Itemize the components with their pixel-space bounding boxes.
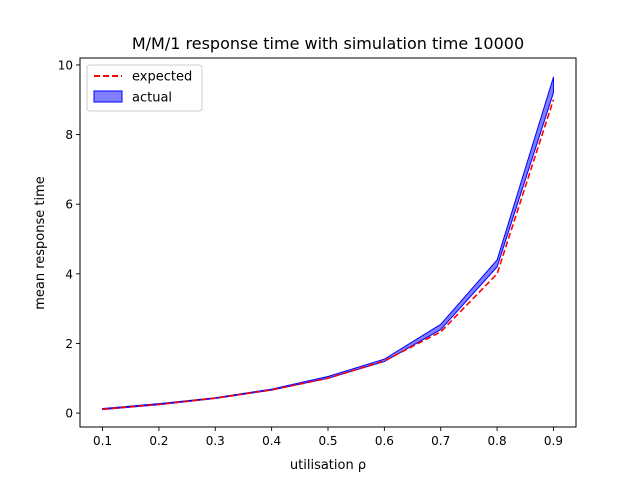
legend-actual-swatch	[93, 90, 123, 103]
y-tick-label: 2	[65, 337, 73, 351]
x-tick-label: 0.2	[149, 434, 168, 448]
y-tick-label: 6	[65, 198, 73, 212]
x-tick-label: 0.7	[431, 434, 450, 448]
x-axis-label: utilisation ρ	[290, 458, 366, 473]
x-axis-ticks: 0.1 0.2 0.3 0.4 0.5 0.6 0.7 0.8 0.9	[93, 427, 563, 448]
chart-title: M/M/1 response time with simulation time…	[132, 34, 524, 53]
y-tick-label: 8	[65, 128, 73, 142]
y-axis-ticks: 0 2 4 6 8 10	[58, 58, 80, 421]
x-tick-label: 0.3	[206, 434, 225, 448]
legend-actual-label: actual	[132, 91, 172, 106]
x-tick-label: 0.9	[544, 434, 563, 448]
y-tick-label: 4	[65, 267, 73, 281]
x-tick-label: 0.1	[93, 434, 112, 448]
legend: expected actual	[86, 64, 203, 112]
y-axis-label: mean response time	[33, 176, 48, 310]
legend-expected-label: expected	[132, 70, 192, 85]
axes-frame	[79, 57, 577, 428]
x-tick-label: 0.4	[262, 434, 281, 448]
y-tick-label: 10	[58, 58, 73, 72]
plot-area	[102, 76, 555, 411]
x-tick-label: 0.5	[318, 434, 337, 448]
x-tick-label: 0.6	[375, 434, 394, 448]
y-tick-label: 0	[65, 407, 73, 421]
series-expected-line	[102, 99, 555, 411]
x-tick-label: 0.8	[488, 434, 507, 448]
